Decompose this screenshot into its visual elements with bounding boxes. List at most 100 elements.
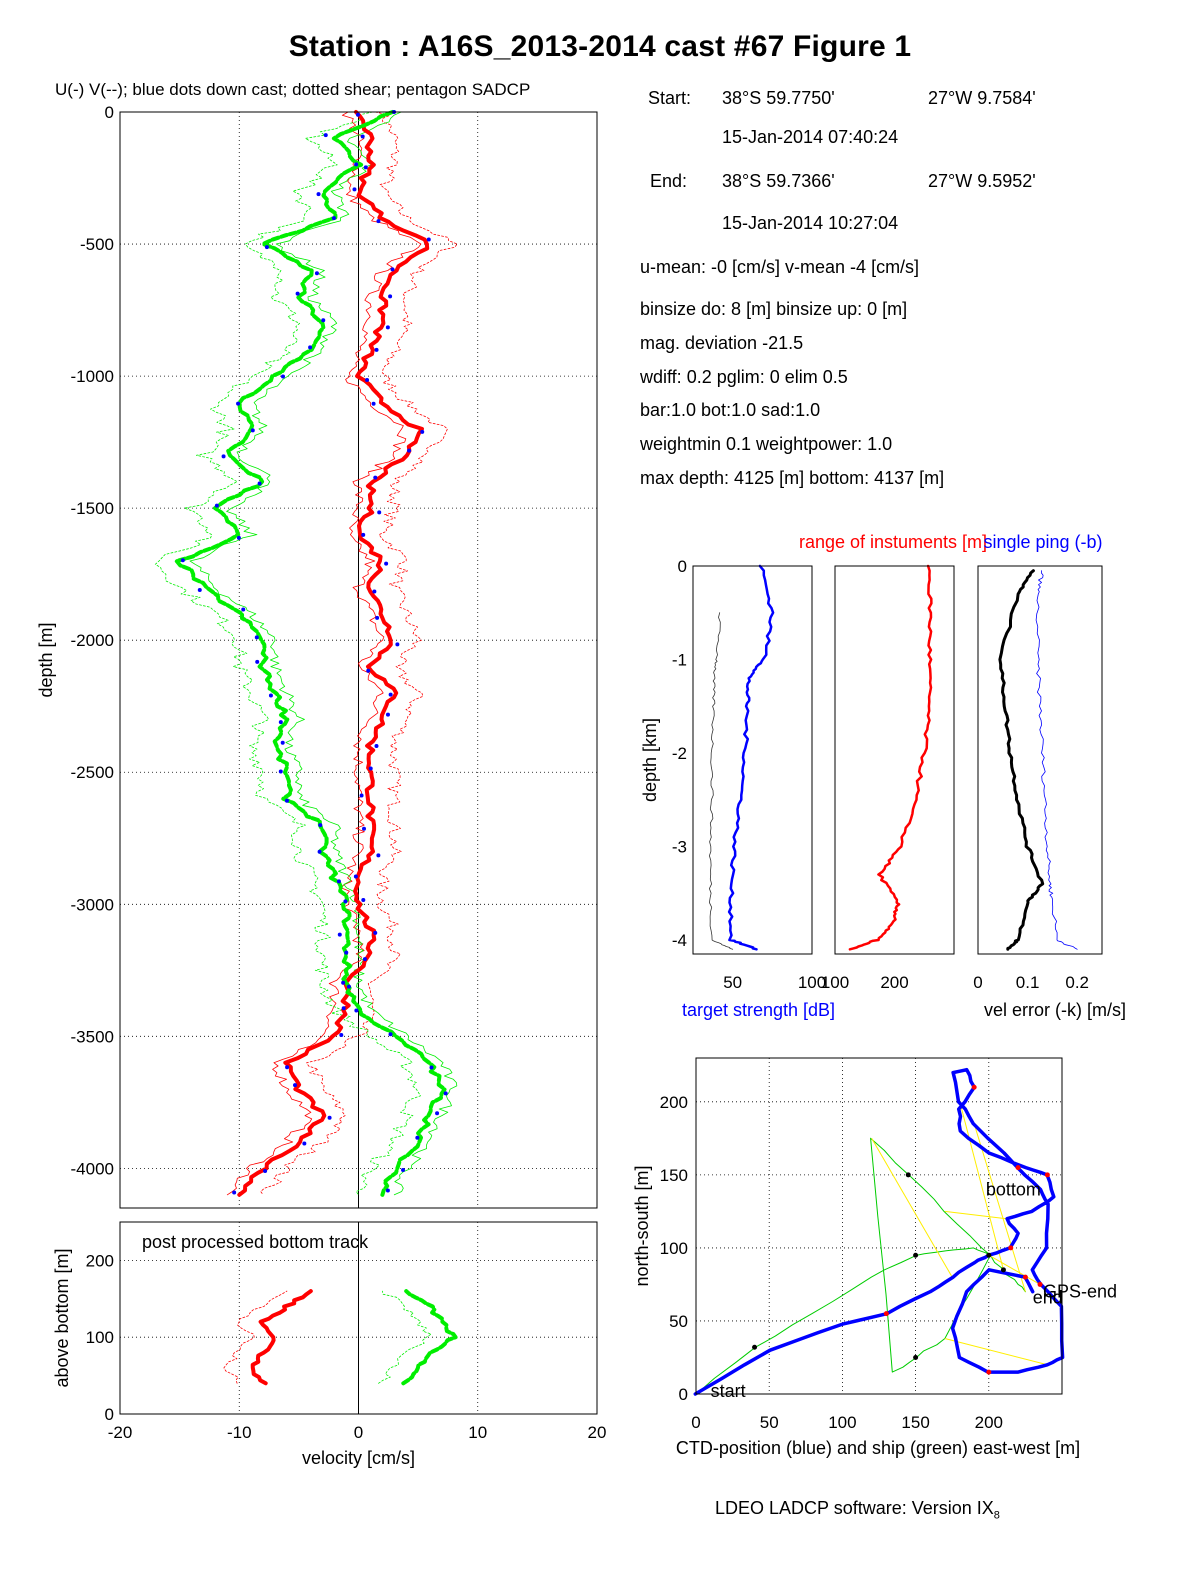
downcast-dot-u-12 <box>420 429 425 434</box>
downcast-dot-u-11 <box>371 401 376 406</box>
binsize-info: binsize do: 8 [m] binsize up: 0 [m] <box>640 299 908 319</box>
u-upcast-line <box>226 111 422 1196</box>
velocity-ytick-label-3: -1500 <box>71 499 114 518</box>
bottomtrack-ylabel: above bottom [m] <box>52 1248 72 1387</box>
downcast-dot-u-13 <box>407 448 412 453</box>
downcast-dot-u-29 <box>353 874 358 879</box>
target-strength-xtick-label-0: 50 <box>723 973 742 992</box>
downcast-dot-u-27 <box>362 826 367 831</box>
position-link-line-5 <box>944 1338 1048 1366</box>
downcast-dot-u-19 <box>375 615 380 620</box>
bottomtrack-xtick-label-1: -10 <box>227 1423 252 1442</box>
start-longitude: 27°W 9.7584' <box>928 88 1036 108</box>
velocity-ylabel: depth [m] <box>36 622 56 697</box>
bottomtrack-axes-frame <box>119 1221 598 1415</box>
position-xtick-label-0: 0 <box>691 1413 700 1432</box>
downcast-dot-v-19 <box>241 607 246 612</box>
downcast-dot-u-4 <box>376 219 381 224</box>
vel-error-xtick-label-1: 0.1 <box>1016 973 1040 992</box>
downcast-dot-u-22 <box>388 692 393 697</box>
downcast-dot-u-25 <box>368 766 373 771</box>
downcast-dot-v-7 <box>295 291 300 296</box>
position-annotation-start: start <box>711 1381 746 1401</box>
downcast-dot-v-6 <box>314 271 319 276</box>
position-annotation-end: end <box>1033 1287 1063 1307</box>
u-shear-dotted <box>260 111 458 1196</box>
position-xtick-label-3: 150 <box>901 1413 929 1432</box>
velocity-ytick-label-0: 0 <box>105 103 114 122</box>
ctd-marker-38 <box>1022 1274 1028 1280</box>
target-strength-ytick-label-0: 0 <box>678 557 687 576</box>
target-strength-ytick-label-4: -4 <box>672 931 687 950</box>
position-xlabel: CTD-position (blue) and ship (green) eas… <box>676 1438 1080 1458</box>
downcast-dot-u-31 <box>373 930 378 935</box>
bottomtrack-xtick-label-0: -20 <box>108 1423 133 1442</box>
ship-marker-13 <box>905 1172 911 1178</box>
downcast-dot-v-10 <box>280 374 285 379</box>
downcast-dot-v-14 <box>257 481 262 486</box>
figure-subtitle: U(-) V(--); blue dots down cast; dotted … <box>55 80 531 99</box>
position-axes-frame <box>695 1057 1063 1395</box>
target-strength-ytick-label-2: -2 <box>672 744 687 763</box>
bottomtrack-v-dotted <box>378 1290 432 1384</box>
downcast-dot-v-31 <box>337 932 342 937</box>
downcast-dot-v-30 <box>343 899 348 904</box>
downcast-dot-v-11 <box>236 401 241 406</box>
target-strength-xlabel: target strength [dB] <box>682 1000 835 1020</box>
weight-info: weightmin 0.1 weightpower: 1.0 <box>640 434 893 454</box>
end-longitude: 27°W 9.5952' <box>928 171 1036 191</box>
downcast-dot-v-36 <box>429 1065 434 1070</box>
figure-title: Station : A16S_2013-2014 cast #67 Figure… <box>288 30 912 63</box>
ship-marker-4 <box>913 1252 919 1258</box>
range-title: range of instuments [m] <box>799 532 987 552</box>
downcast-dot-u-37 <box>293 1083 298 1088</box>
depth-info: max depth: 4125 [m] bottom: 4137 [m] <box>640 468 945 488</box>
target-strength-ytick-label-3: -3 <box>672 837 687 856</box>
u-velocity-profile <box>237 110 430 1197</box>
range-xtick-label-0: 100 <box>821 973 849 992</box>
downcast-dot-u-36 <box>285 1065 290 1070</box>
downcast-dot-u-23 <box>385 712 390 717</box>
downcast-dot-v-33 <box>341 980 346 985</box>
velocity-ytick-label-1: -500 <box>80 235 114 254</box>
position-ylabel: north-south [m] <box>632 1165 652 1286</box>
ctd-marker-8 <box>1008 1245 1014 1251</box>
downcast-dot-v-39 <box>415 1135 420 1140</box>
bottomtrack-u-profile <box>250 1289 313 1386</box>
downcast-dot-u-8 <box>385 325 390 330</box>
ship-marker-1 <box>752 1344 758 1350</box>
target-strength-ylabel: depth [km] <box>640 718 660 802</box>
downcast-dot-v-21 <box>255 659 260 664</box>
bottomtrack-xlabel: velocity [cm/s] <box>302 1448 415 1468</box>
downcast-dot-u-33 <box>346 984 351 989</box>
velocity-ytick-label-4: -2000 <box>71 631 114 650</box>
downcast-dot-v-8 <box>321 318 326 323</box>
bottomtrack-ytick-label-0: 0 <box>105 1405 114 1424</box>
vel-error-line <box>998 569 1045 951</box>
downcast-dot-v-20 <box>254 635 259 640</box>
position-ytick-label-2: 100 <box>660 1239 688 1258</box>
downcast-dot-v-24 <box>280 740 285 745</box>
downcast-dot-u-41 <box>232 1190 237 1195</box>
bottomtrack-xtick-label-2: 0 <box>354 1423 363 1442</box>
downcast-dot-v-15 <box>214 503 219 508</box>
target-strength-xtick-label-1: 100 <box>798 973 826 992</box>
downcast-dot-u-5 <box>426 237 431 242</box>
downcast-dot-v-3 <box>316 192 321 197</box>
downcast-dot-u-26 <box>359 793 364 798</box>
vel-error-xtick-label-0: 0 <box>973 973 982 992</box>
software-version-sub: 8 <box>993 1509 1000 1522</box>
downcast-dot-v-9 <box>308 345 313 350</box>
downcast-dot-u-1 <box>360 134 365 139</box>
position-annotation-bottom: bottom <box>986 1179 1041 1199</box>
downcast-dot-u-24 <box>374 743 379 748</box>
wdiff-info: wdiff: 0.2 pglim: 0 elim 0.5 <box>640 367 848 387</box>
start-label: Start: <box>648 88 692 108</box>
bottomtrack-u-dotted <box>223 1290 288 1384</box>
downcast-dot-v-22 <box>268 693 273 698</box>
end-label: End: <box>650 171 688 191</box>
range-line <box>848 564 933 951</box>
downcast-dot-u-7 <box>388 294 393 299</box>
downcast-dot-u-35 <box>339 1033 344 1038</box>
